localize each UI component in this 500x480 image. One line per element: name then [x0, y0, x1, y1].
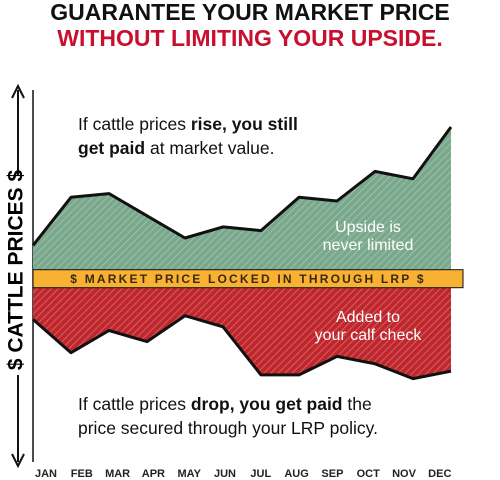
x-tick-label: NOV [392, 468, 417, 480]
annotation: get paid at market value. [78, 138, 274, 158]
x-tick-label: MAR [105, 468, 130, 480]
line [31, 126, 453, 247]
annotation-part: get paid [78, 138, 145, 158]
y-axis-label: $ CATTLE PRICES $ [5, 170, 28, 371]
annotation-part: at market value. [145, 138, 274, 158]
area-label: Added to [336, 309, 400, 326]
annotation: If cattle prices drop, you get paid the [78, 394, 372, 414]
area-label: never limited [323, 237, 414, 254]
area-hatch [33, 127, 451, 270]
x-tick-label: OCT [357, 468, 381, 480]
x-tick-label: JUN [214, 468, 236, 480]
annotation: If cattle prices rise, you still [78, 114, 298, 134]
chart-title: GUARANTEE YOUR MARKET PRICE [50, 0, 450, 25]
line [32, 314, 452, 381]
x-tick-label: FEB [71, 468, 93, 480]
x-tick-label: AUG [284, 468, 308, 480]
annotation: price secured through your LRP policy. [78, 418, 378, 438]
area-hatch [33, 287, 451, 379]
annotation-part: drop, you get paid [191, 394, 343, 414]
area-label: Upside is [335, 219, 401, 236]
x-tick-label: JAN [35, 468, 57, 480]
locked-price-band [32, 269, 464, 289]
annotation-part: rise, you still [191, 114, 298, 134]
annotation-part: If cattle prices [78, 114, 191, 134]
x-tick-label: DEC [428, 468, 451, 480]
x-tick-label: JUL [250, 468, 271, 480]
x-tick-label: MAY [177, 468, 201, 480]
locked-price-label: $ MARKET PRICE LOCKED IN THROUGH LRP $ [70, 272, 425, 286]
x-tick-label: SEP [321, 468, 343, 480]
annotation-part: price secured through your LRP policy. [78, 418, 378, 438]
chart-subtitle: WITHOUT LIMITING YOUR UPSIDE. [57, 25, 442, 51]
y-axis [6, 83, 30, 469]
area-label: your calf check [315, 327, 423, 344]
annotation-part: the [343, 394, 372, 414]
x-tick-label: APR [142, 468, 165, 480]
annotation-part: If cattle prices [78, 394, 191, 414]
